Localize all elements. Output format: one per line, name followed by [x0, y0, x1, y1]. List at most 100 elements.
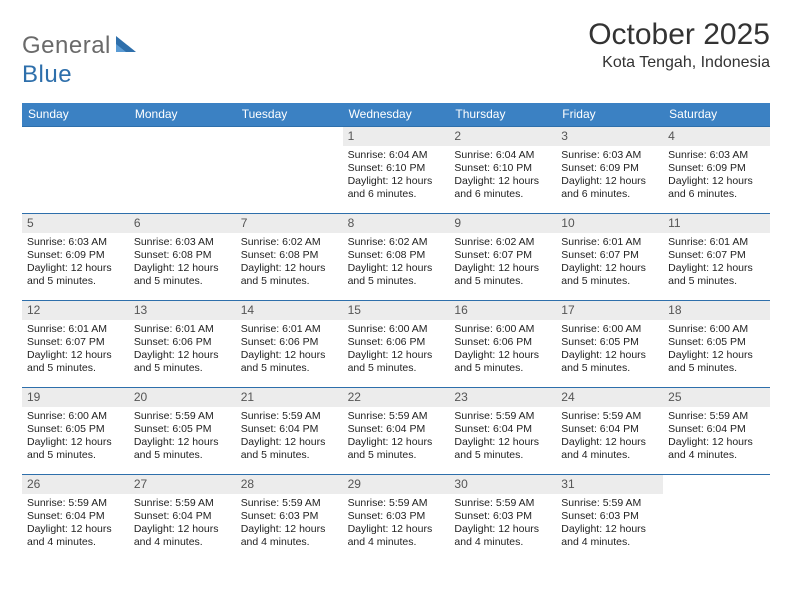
day-line: Sunrise: 6:04 AM	[454, 149, 551, 162]
day-number: 22	[343, 388, 450, 407]
day-line: and 5 minutes.	[27, 275, 124, 288]
logo-text-blue: Blue	[22, 61, 72, 88]
day-line: and 4 minutes.	[241, 536, 338, 549]
day-line: Daylight: 12 hours	[454, 262, 551, 275]
day-line: Daylight: 12 hours	[348, 262, 445, 275]
day-line: Sunset: 6:07 PM	[668, 249, 765, 262]
day-number: 13	[129, 301, 236, 320]
day-line: Sunrise: 6:03 AM	[668, 149, 765, 162]
day-body: Sunrise: 5:59 AMSunset: 6:03 PMDaylight:…	[449, 494, 556, 554]
day-line: Daylight: 12 hours	[561, 436, 658, 449]
day-cell: 11Sunrise: 6:01 AMSunset: 6:07 PMDayligh…	[663, 214, 770, 300]
day-line: Daylight: 12 hours	[27, 523, 124, 536]
day-cell: 12Sunrise: 6:01 AMSunset: 6:07 PMDayligh…	[22, 301, 129, 387]
day-line: Sunrise: 6:04 AM	[348, 149, 445, 162]
day-number: 30	[449, 475, 556, 494]
title-block: October 2025 Kota Tengah, Indonesia	[588, 18, 770, 72]
day-line: and 5 minutes.	[561, 362, 658, 375]
day-number: 29	[343, 475, 450, 494]
day-line: Sunset: 6:05 PM	[668, 336, 765, 349]
day-line: Daylight: 12 hours	[454, 349, 551, 362]
day-cell: 6Sunrise: 6:03 AMSunset: 6:08 PMDaylight…	[129, 214, 236, 300]
day-number: 14	[236, 301, 343, 320]
day-number: 23	[449, 388, 556, 407]
day-line: Daylight: 12 hours	[134, 523, 231, 536]
day-cell: 15Sunrise: 6:00 AMSunset: 6:06 PMDayligh…	[343, 301, 450, 387]
day-number: 5	[22, 214, 129, 233]
day-number: 31	[556, 475, 663, 494]
day-line: Sunset: 6:08 PM	[348, 249, 445, 262]
day-body: Sunrise: 6:01 AMSunset: 6:07 PMDaylight:…	[22, 320, 129, 380]
day-line: Sunset: 6:05 PM	[27, 423, 124, 436]
day-line: Sunrise: 6:00 AM	[454, 323, 551, 336]
day-line: Sunrise: 5:59 AM	[348, 410, 445, 423]
week-row: 5Sunrise: 6:03 AMSunset: 6:09 PMDaylight…	[22, 213, 770, 300]
day-cell: 3Sunrise: 6:03 AMSunset: 6:09 PMDaylight…	[556, 127, 663, 213]
day-line: Daylight: 12 hours	[561, 175, 658, 188]
day-line: Daylight: 12 hours	[134, 349, 231, 362]
day-body: Sunrise: 6:00 AMSunset: 6:05 PMDaylight:…	[556, 320, 663, 380]
day-body: Sunrise: 6:03 AMSunset: 6:09 PMDaylight:…	[556, 146, 663, 206]
day-line: Sunrise: 5:59 AM	[27, 497, 124, 510]
day-body: Sunrise: 6:01 AMSunset: 6:06 PMDaylight:…	[129, 320, 236, 380]
day-body: Sunrise: 6:03 AMSunset: 6:09 PMDaylight:…	[663, 146, 770, 206]
day-line: Sunrise: 5:59 AM	[561, 497, 658, 510]
day-cell: 13Sunrise: 6:01 AMSunset: 6:06 PMDayligh…	[129, 301, 236, 387]
day-cell: 24Sunrise: 5:59 AMSunset: 6:04 PMDayligh…	[556, 388, 663, 474]
day-number: 6	[129, 214, 236, 233]
day-line: and 5 minutes.	[348, 449, 445, 462]
day-line: Sunrise: 6:03 AM	[134, 236, 231, 249]
day-line: Sunset: 6:03 PM	[348, 510, 445, 523]
day-cell: 23Sunrise: 5:59 AMSunset: 6:04 PMDayligh…	[449, 388, 556, 474]
logo-sail-icon	[114, 33, 140, 61]
day-line: Sunset: 6:07 PM	[454, 249, 551, 262]
day-line: and 5 minutes.	[134, 362, 231, 375]
day-line: Daylight: 12 hours	[241, 349, 338, 362]
weeks-container: 1Sunrise: 6:04 AMSunset: 6:10 PMDaylight…	[22, 126, 770, 561]
page: GeneralBlue October 2025 Kota Tengah, In…	[0, 0, 792, 561]
day-cell	[663, 475, 770, 561]
day-cell: 1Sunrise: 6:04 AMSunset: 6:10 PMDaylight…	[343, 127, 450, 213]
day-header: Friday	[556, 103, 663, 126]
day-line: Daylight: 12 hours	[668, 349, 765, 362]
day-line: and 4 minutes.	[454, 536, 551, 549]
week-row: 12Sunrise: 6:01 AMSunset: 6:07 PMDayligh…	[22, 300, 770, 387]
day-line: Sunrise: 6:00 AM	[668, 323, 765, 336]
day-line: Sunset: 6:08 PM	[241, 249, 338, 262]
day-line: Daylight: 12 hours	[454, 436, 551, 449]
page-title: October 2025	[588, 18, 770, 52]
day-number: 9	[449, 214, 556, 233]
day-body: Sunrise: 5:59 AMSunset: 6:04 PMDaylight:…	[449, 407, 556, 467]
day-body: Sunrise: 6:00 AMSunset: 6:05 PMDaylight:…	[22, 407, 129, 467]
day-line: and 5 minutes.	[668, 275, 765, 288]
day-line: and 4 minutes.	[348, 536, 445, 549]
day-cell: 28Sunrise: 5:59 AMSunset: 6:03 PMDayligh…	[236, 475, 343, 561]
day-cell: 22Sunrise: 5:59 AMSunset: 6:04 PMDayligh…	[343, 388, 450, 474]
day-cell	[129, 127, 236, 213]
day-body: Sunrise: 5:59 AMSunset: 6:04 PMDaylight:…	[556, 407, 663, 467]
day-body: Sunrise: 6:02 AMSunset: 6:08 PMDaylight:…	[343, 233, 450, 293]
day-line: Sunset: 6:03 PM	[561, 510, 658, 523]
day-line: Sunrise: 6:00 AM	[348, 323, 445, 336]
day-cell: 17Sunrise: 6:00 AMSunset: 6:05 PMDayligh…	[556, 301, 663, 387]
day-line: Sunset: 6:04 PM	[668, 423, 765, 436]
day-body: Sunrise: 6:03 AMSunset: 6:08 PMDaylight:…	[129, 233, 236, 293]
day-line: Daylight: 12 hours	[348, 349, 445, 362]
day-line: Sunset: 6:03 PM	[241, 510, 338, 523]
day-line: Daylight: 12 hours	[241, 436, 338, 449]
day-line: Sunset: 6:06 PM	[134, 336, 231, 349]
day-line: and 5 minutes.	[454, 449, 551, 462]
day-cell: 27Sunrise: 5:59 AMSunset: 6:04 PMDayligh…	[129, 475, 236, 561]
day-cell: 4Sunrise: 6:03 AMSunset: 6:09 PMDaylight…	[663, 127, 770, 213]
day-cell: 25Sunrise: 5:59 AMSunset: 6:04 PMDayligh…	[663, 388, 770, 474]
day-line: and 6 minutes.	[668, 188, 765, 201]
day-body: Sunrise: 5:59 AMSunset: 6:03 PMDaylight:…	[236, 494, 343, 554]
day-number: 16	[449, 301, 556, 320]
day-line: and 5 minutes.	[454, 275, 551, 288]
day-body	[236, 132, 343, 192]
day-line: Sunrise: 6:02 AM	[348, 236, 445, 249]
day-body: Sunrise: 5:59 AMSunset: 6:03 PMDaylight:…	[556, 494, 663, 554]
day-line: Sunrise: 6:01 AM	[561, 236, 658, 249]
day-cell: 9Sunrise: 6:02 AMSunset: 6:07 PMDaylight…	[449, 214, 556, 300]
day-line: Daylight: 12 hours	[454, 175, 551, 188]
